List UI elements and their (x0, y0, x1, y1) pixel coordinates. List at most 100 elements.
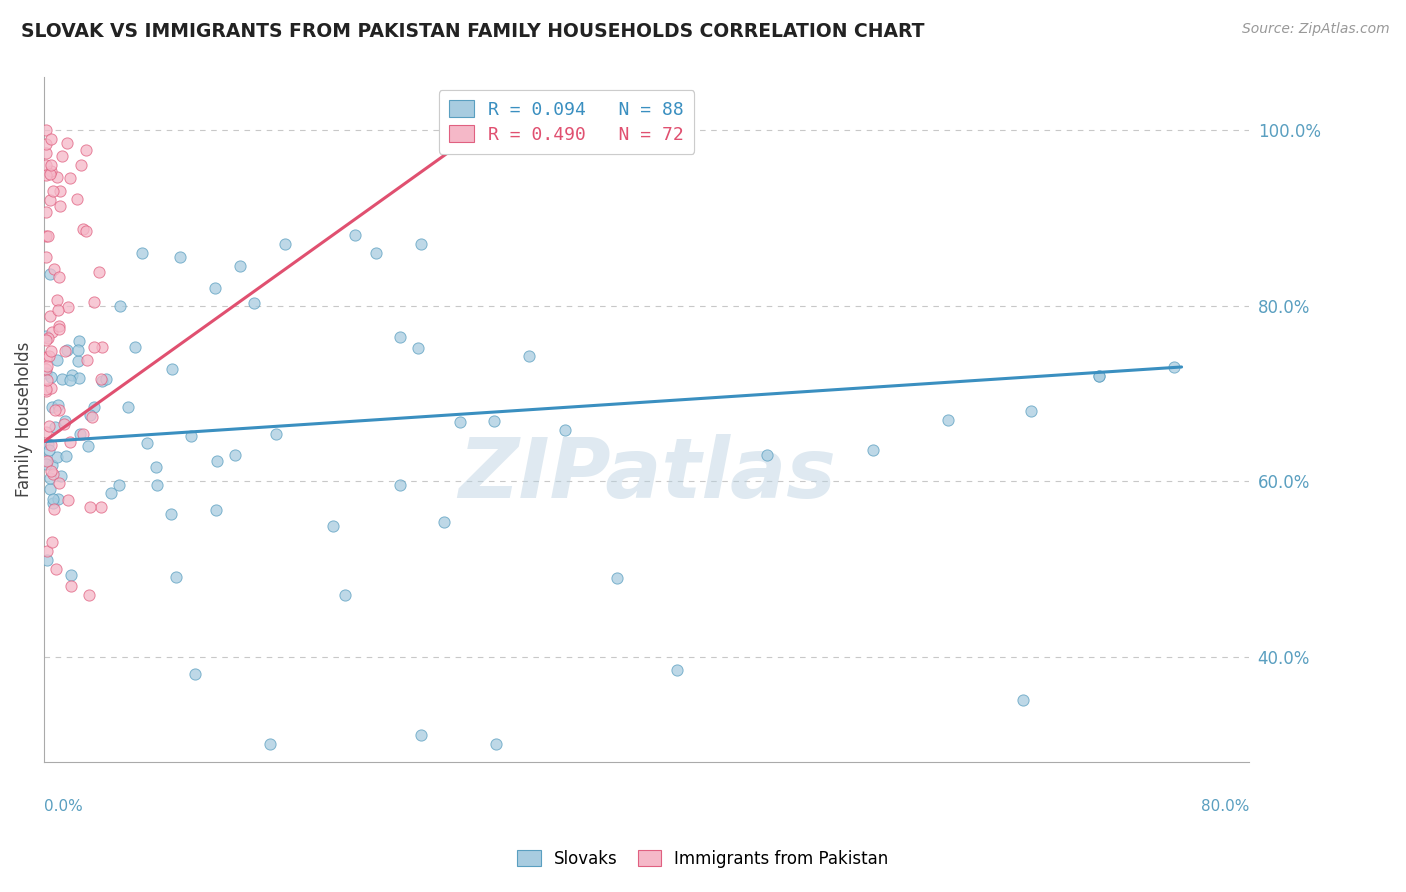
Point (69, 427, 91, 442)
Point (42, 467, 65, 482)
Point (34, 168, 56, 182)
Point (554, 423, 576, 437)
Point (49, 184, 72, 198)
Point (67, 353, 90, 368)
Point (364, 246, 387, 260)
Point (48, 322, 70, 336)
Point (70, 158, 93, 172)
Point (41, 458, 63, 472)
Point (46, 303, 69, 318)
Point (79, 408, 101, 422)
Point (45, 562, 67, 576)
Point (60, 579, 83, 593)
Point (45, 293, 67, 307)
Point (44, 402, 66, 417)
Point (35, 425, 58, 439)
Point (90, 372, 112, 386)
Legend: Slovaks, Immigrants from Pakistan: Slovaks, Immigrants from Pakistan (510, 844, 896, 875)
Point (37, 454, 59, 468)
Point (41, 401, 63, 415)
Point (35, 137, 58, 152)
Point (35, 453, 58, 467)
Point (165, 570, 187, 584)
Point (388, 478, 411, 492)
Point (70, 882, 93, 892)
Point (59, 171, 82, 186)
Point (205, 502, 228, 516)
Point (55, 414, 77, 428)
Point (72, 222, 94, 236)
Point (87, 265, 110, 279)
Point (517, 349, 540, 363)
Point (35, 205, 58, 219)
Point (433, 515, 456, 529)
Point (264, 426, 287, 441)
Point (46, 491, 69, 506)
Point (862, 443, 884, 458)
Point (37, 228, 59, 243)
Point (60, 568, 83, 582)
Point (34, 328, 56, 343)
Point (56, 300, 79, 314)
Point (37, 359, 59, 374)
Point (108, 300, 131, 314)
Point (1019, 404, 1042, 418)
Point (485, 737, 508, 751)
Point (39, 482, 62, 496)
Point (409, 729, 432, 743)
Point (38, 471, 60, 485)
Point (39, 163, 62, 178)
Point (56, 492, 79, 507)
Point (91, 340, 114, 354)
Point (44, 262, 66, 277)
Point (322, 518, 344, 533)
Point (91, 374, 114, 388)
Point (96, 372, 118, 386)
Point (408, 341, 430, 355)
Point (66, 343, 89, 357)
Point (76, 353, 98, 368)
Point (160, 362, 183, 376)
Point (39, 310, 62, 324)
Point (75, 224, 97, 238)
Point (48, 270, 70, 285)
Point (41, 491, 63, 506)
Point (39, 437, 62, 451)
Point (46, 352, 69, 367)
Point (34, 382, 56, 396)
Point (936, 412, 959, 426)
Y-axis label: Family Households: Family Households (15, 342, 32, 498)
Point (484, 414, 506, 428)
Point (53, 343, 76, 358)
Point (39, 370, 62, 384)
Point (34, 250, 56, 264)
Text: 80.0%: 80.0% (1201, 799, 1250, 814)
Point (34, 146, 56, 161)
Point (100, 486, 122, 500)
Point (38, 419, 60, 434)
Point (34, 362, 56, 376)
Point (335, 588, 357, 602)
Point (53, 417, 76, 432)
Point (204, 281, 226, 295)
Point (184, 667, 207, 681)
Point (41, 535, 63, 549)
Point (229, 259, 252, 273)
Point (224, 449, 246, 463)
Point (41, 158, 63, 172)
Point (1087, 368, 1109, 383)
Point (48, 476, 70, 491)
Point (606, 570, 628, 584)
Point (51, 149, 73, 163)
Point (90, 500, 112, 515)
Point (180, 429, 202, 443)
Point (34, 123, 56, 137)
Point (48, 319, 70, 334)
Point (66, 192, 89, 206)
Point (274, 237, 297, 252)
Point (207, 453, 229, 467)
Point (389, 330, 412, 344)
Point (35, 159, 58, 173)
Point (51, 468, 73, 483)
Point (79, 588, 101, 602)
